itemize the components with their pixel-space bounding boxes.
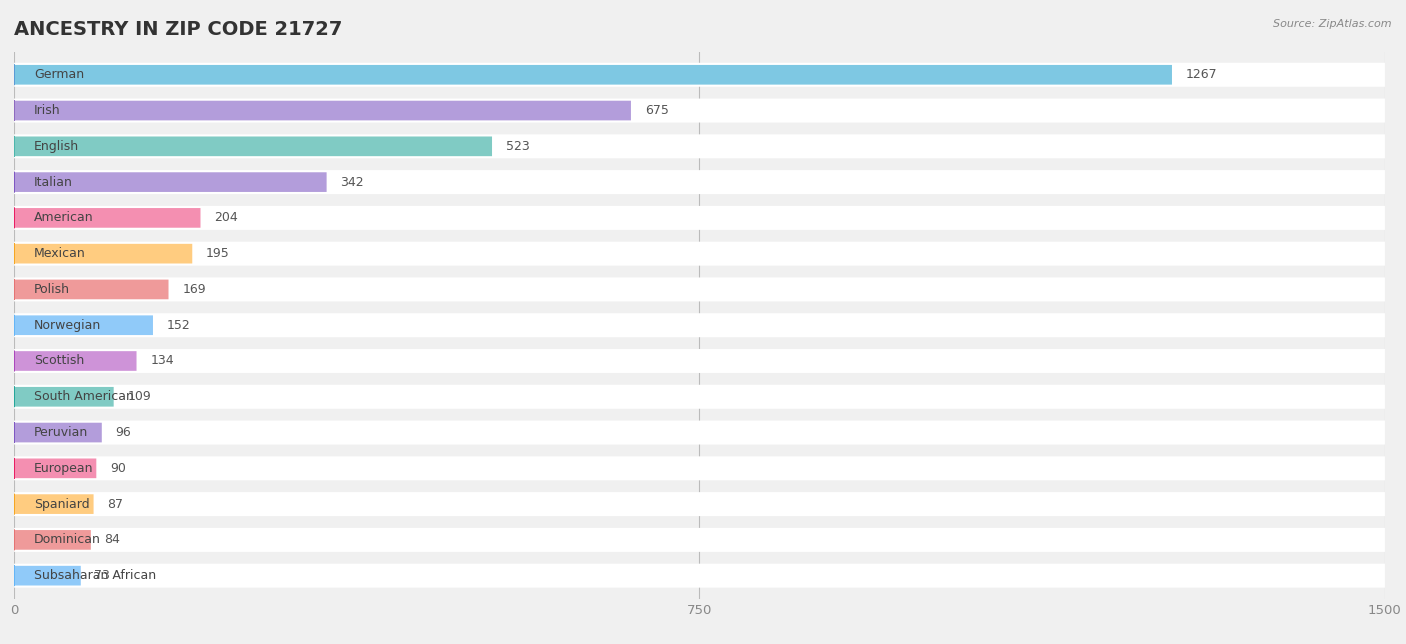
FancyBboxPatch shape [14,278,1385,301]
Text: Italian: Italian [34,176,73,189]
FancyBboxPatch shape [14,99,1385,122]
Text: ANCESTRY IN ZIP CODE 21727: ANCESTRY IN ZIP CODE 21727 [14,20,343,39]
Text: 73: 73 [94,569,110,582]
FancyBboxPatch shape [14,528,1385,552]
Text: Mexican: Mexican [34,247,86,260]
FancyBboxPatch shape [14,208,201,228]
Text: 109: 109 [128,390,150,403]
FancyBboxPatch shape [14,422,101,442]
FancyBboxPatch shape [14,244,193,263]
Text: 195: 195 [207,247,229,260]
Text: Spaniard: Spaniard [34,498,90,511]
Text: 90: 90 [110,462,127,475]
Text: Dominican: Dominican [34,533,101,546]
Text: 87: 87 [107,498,124,511]
FancyBboxPatch shape [14,316,153,335]
Text: 134: 134 [150,354,174,368]
FancyBboxPatch shape [14,242,1385,265]
Text: 96: 96 [115,426,131,439]
FancyBboxPatch shape [14,492,1385,516]
Text: 152: 152 [167,319,190,332]
Text: 342: 342 [340,176,364,189]
FancyBboxPatch shape [14,564,1385,588]
FancyBboxPatch shape [14,566,80,585]
FancyBboxPatch shape [14,170,1385,194]
FancyBboxPatch shape [14,459,96,478]
Text: Peruvian: Peruvian [34,426,89,439]
Text: German: German [34,68,84,81]
Text: Norwegian: Norwegian [34,319,101,332]
FancyBboxPatch shape [14,65,1173,84]
FancyBboxPatch shape [14,206,1385,230]
Text: 675: 675 [644,104,668,117]
FancyBboxPatch shape [14,387,114,406]
Text: South American: South American [34,390,134,403]
FancyBboxPatch shape [14,351,136,371]
FancyBboxPatch shape [14,279,169,299]
FancyBboxPatch shape [14,100,631,120]
Text: 169: 169 [183,283,205,296]
Text: American: American [34,211,94,224]
Text: 523: 523 [506,140,530,153]
FancyBboxPatch shape [14,421,1385,444]
Text: English: English [34,140,79,153]
Text: Irish: Irish [34,104,60,117]
Text: Scottish: Scottish [34,354,84,368]
Text: 204: 204 [214,211,238,224]
FancyBboxPatch shape [14,349,1385,373]
Text: Subsaharan African: Subsaharan African [34,569,156,582]
FancyBboxPatch shape [14,495,94,514]
Text: European: European [34,462,94,475]
FancyBboxPatch shape [14,313,1385,337]
FancyBboxPatch shape [14,63,1385,87]
FancyBboxPatch shape [14,457,1385,480]
Text: 84: 84 [104,533,121,546]
FancyBboxPatch shape [14,172,326,192]
Text: Polish: Polish [34,283,70,296]
Text: 1267: 1267 [1185,68,1218,81]
FancyBboxPatch shape [14,530,91,550]
FancyBboxPatch shape [14,135,1385,158]
FancyBboxPatch shape [14,384,1385,409]
Text: Source: ZipAtlas.com: Source: ZipAtlas.com [1274,19,1392,30]
FancyBboxPatch shape [14,137,492,156]
